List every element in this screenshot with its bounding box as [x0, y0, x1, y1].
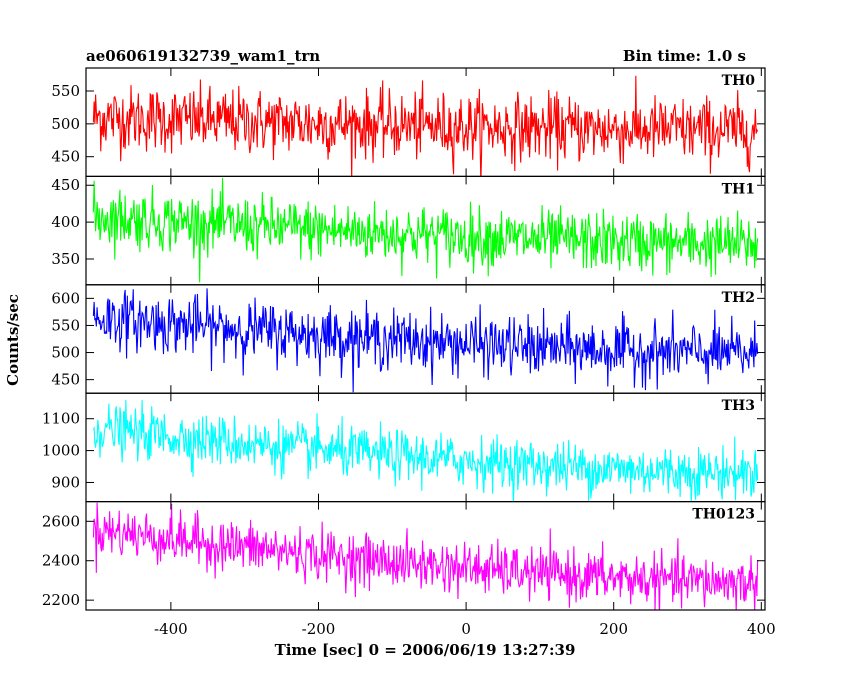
- y-tick-label: 550: [51, 316, 80, 334]
- y-tick-label: 2400: [42, 552, 80, 570]
- panel-label-th2: TH2: [722, 290, 755, 306]
- y-tick-label: 500: [51, 344, 80, 362]
- y-tick-label: 350: [51, 250, 80, 268]
- y-tick-label: 900: [51, 473, 80, 491]
- x-axis-title: Time [sec] 0 = 2006/06/19 13:27:39: [275, 641, 576, 659]
- y-axis-title: Counts/sec: [4, 294, 22, 386]
- bin-time-label: Bin time: 1.0 s: [623, 47, 746, 65]
- y-tick-label: 550: [51, 82, 80, 100]
- panel-th3: 900 1000 1100 TH3: [42, 392, 766, 503]
- panel-label-th0123: TH0123: [692, 507, 755, 523]
- x-tick-label: -200: [302, 620, 336, 638]
- y-tick-label: 450: [51, 176, 80, 194]
- series-line-th3: [92, 399, 759, 502]
- panel-th0123: 2200 2400 2600 TH0123: [42, 501, 766, 611]
- panel-th2: 450 500 550 600 TH2: [51, 284, 766, 394]
- panel-th0: 450 500 550 TH0: [51, 67, 766, 178]
- x-tick-label: 200: [599, 620, 628, 638]
- y-tick-label: 500: [51, 115, 80, 133]
- y-tick-label: 2600: [42, 512, 80, 530]
- chart-title: ae060619132739_wam1_trn: [86, 47, 320, 65]
- y-tick-label: 1100: [42, 410, 80, 428]
- panel-label-th0: TH0: [722, 73, 756, 89]
- x-tick-label: 400: [747, 620, 776, 638]
- series-line-th2: [92, 288, 759, 393]
- panels-group: 450 500 550 TH0 350 400 450 TH1 450 500 550 600 TH2 9…: [42, 67, 766, 611]
- series-line-th1: [92, 177, 759, 283]
- y-tick-label: 400: [51, 213, 80, 231]
- panel-label-th1: TH1: [722, 181, 755, 197]
- x-axis: -400 -200 0 200 400: [154, 620, 776, 638]
- panel-label-th3: TH3: [722, 398, 755, 414]
- y-tick-label: 600: [51, 289, 80, 307]
- y-tick-label: 2200: [42, 591, 80, 609]
- series-line-th0: [92, 75, 759, 177]
- panel-frame: [85, 501, 766, 611]
- y-tick-label: 1000: [42, 442, 80, 460]
- y-tick-label: 450: [51, 148, 80, 166]
- series-line-th0123: [92, 502, 759, 611]
- y-tick-label: 450: [51, 371, 80, 389]
- x-tick-label: -400: [154, 620, 188, 638]
- panel-th1: 350 400 450 TH1: [51, 175, 766, 286]
- x-tick-label: 0: [461, 620, 471, 638]
